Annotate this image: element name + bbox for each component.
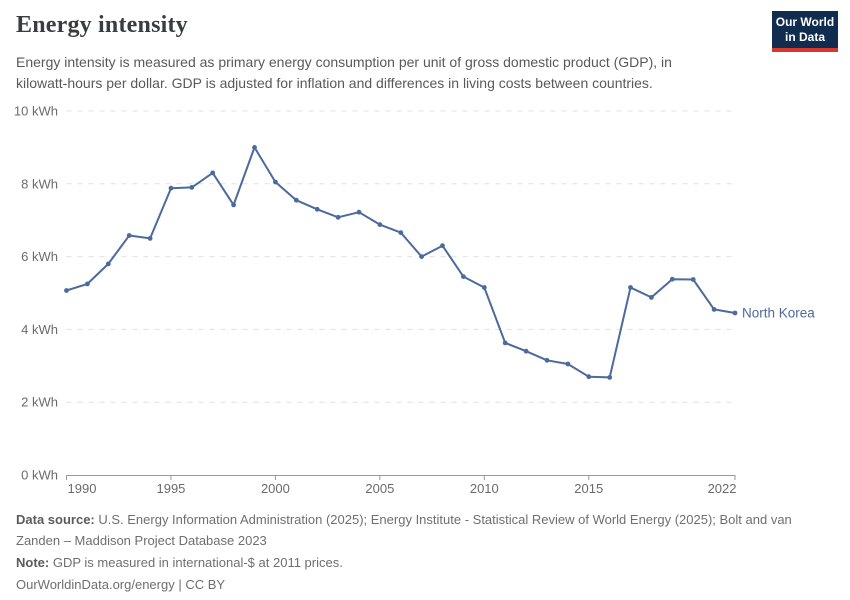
y-axis-tick-label: 4 kWh	[21, 322, 58, 337]
data-point[interactable]	[669, 276, 675, 282]
y-axis-tick-label: 8 kWh	[21, 176, 58, 191]
data-point[interactable]	[147, 236, 153, 241]
data-source-line: Data source: U.S. Energy Information Adm…	[16, 509, 838, 551]
line-series[interactable]	[65, 146, 736, 379]
y-axis-tick-label: 0 kWh	[21, 468, 58, 483]
data-point[interactable]	[523, 348, 529, 354]
note-text: GDP is measured in international-$ at 20…	[49, 555, 343, 570]
data-point[interactable]	[419, 254, 424, 259]
note-label: Note:	[16, 555, 50, 570]
data-point[interactable]	[732, 310, 738, 316]
x-axis-tick-label: 2010	[470, 481, 499, 496]
page-title: Energy intensity	[16, 12, 188, 38]
data-point[interactable]	[64, 288, 69, 293]
x-axis-tick-label: 2000	[261, 481, 290, 496]
y-axis-tick-label: 6 kWh	[21, 249, 58, 264]
data-point[interactable]	[356, 209, 362, 215]
data-source-label: Data source:	[16, 512, 95, 527]
data-point[interactable]	[628, 285, 633, 290]
data-point[interactable]	[607, 375, 613, 380]
chart-footer: Data source: U.S. Energy Information Adm…	[16, 509, 838, 596]
data-point[interactable]	[440, 243, 445, 249]
data-point[interactable]	[314, 206, 320, 212]
data-point[interactable]	[85, 281, 90, 287]
data-point[interactable]	[690, 277, 696, 282]
owid-logo-red-bar	[772, 48, 838, 52]
owid-logo-line-1: Our World	[775, 15, 835, 29]
chart-subtitle: Energy intensity is measured as primary …	[16, 52, 672, 94]
data-point[interactable]	[105, 261, 111, 267]
data-point[interactable]	[252, 145, 257, 150]
x-axis-tick-label: 2022	[708, 481, 737, 496]
data-point[interactable]	[273, 179, 278, 185]
data-point[interactable]	[502, 340, 508, 346]
data-point[interactable]	[565, 361, 571, 367]
data-point[interactable]	[711, 307, 717, 312]
data-point[interactable]	[544, 357, 550, 363]
series-end-label[interactable]: North Korea	[742, 306, 815, 321]
data-point[interactable]	[210, 170, 216, 176]
data-point[interactable]	[126, 233, 132, 238]
data-point[interactable]	[335, 214, 341, 220]
subtitle-line-2: kilowatt-hours per dollar. GDP is adjust…	[16, 75, 653, 91]
x-axis-tick-label: 2015	[574, 481, 603, 496]
note-line: Note: GDP is measured in international-$…	[16, 552, 838, 573]
owid-logo[interactable]: Our World in Data	[772, 11, 838, 52]
subtitle-line-1: Energy intensity is measured as primary …	[16, 54, 672, 70]
data-source-text: U.S. Energy Information Administration (…	[16, 512, 792, 548]
x-axis-tick-label: 1990	[68, 481, 97, 496]
data-point[interactable]	[293, 197, 299, 203]
owid-logo-line-2: in Data	[784, 29, 825, 44]
data-point[interactable]	[586, 374, 592, 380]
y-axis-tick-label: 2 kWh	[21, 395, 58, 410]
data-point[interactable]	[377, 222, 383, 228]
data-point[interactable]	[398, 230, 404, 236]
y-axis-tick-label: 10 kWh	[14, 104, 58, 119]
owid-logo-box: Our World in Data	[772, 11, 838, 48]
data-point[interactable]	[231, 202, 237, 208]
data-point[interactable]	[168, 185, 174, 191]
x-axis-tick-label: 1995	[156, 481, 185, 496]
data-point[interactable]	[461, 274, 466, 279]
data-point[interactable]	[189, 185, 195, 190]
data-point[interactable]	[481, 285, 487, 290]
attribution-link[interactable]: OurWorldinData.org/energy | CC BY	[16, 577, 226, 592]
data-point[interactable]	[649, 295, 654, 300]
x-axis-tick-label: 2005	[365, 481, 394, 496]
